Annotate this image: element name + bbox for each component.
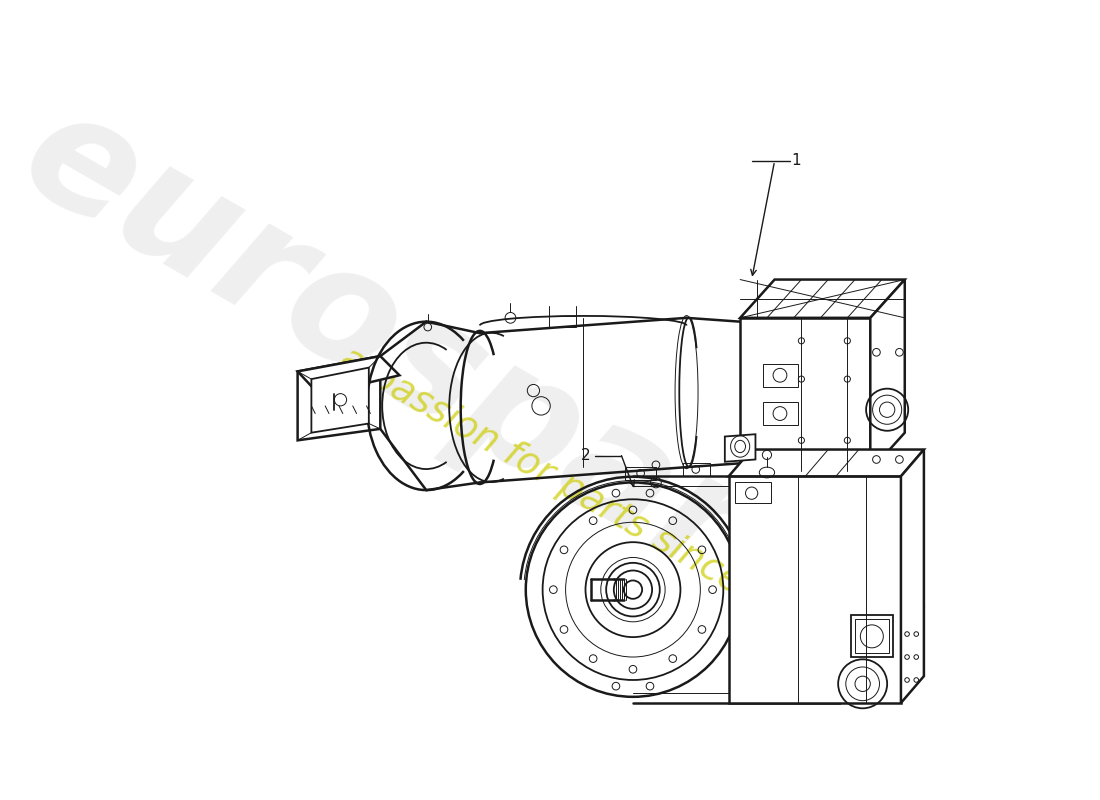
Text: eurospares: eurospares [0,74,948,714]
Polygon shape [311,368,368,433]
Polygon shape [728,450,924,476]
Text: 1: 1 [791,154,801,168]
Text: a passion for parts since 1985: a passion for parts since 1985 [333,341,842,655]
Bar [549,315,575,327]
Polygon shape [298,356,399,394]
Polygon shape [298,356,381,440]
Polygon shape [740,318,870,471]
Polygon shape [728,476,901,703]
Polygon shape [740,279,905,318]
Polygon shape [901,450,924,703]
Text: 2: 2 [581,448,591,463]
Polygon shape [870,279,905,471]
Polygon shape [725,434,756,462]
